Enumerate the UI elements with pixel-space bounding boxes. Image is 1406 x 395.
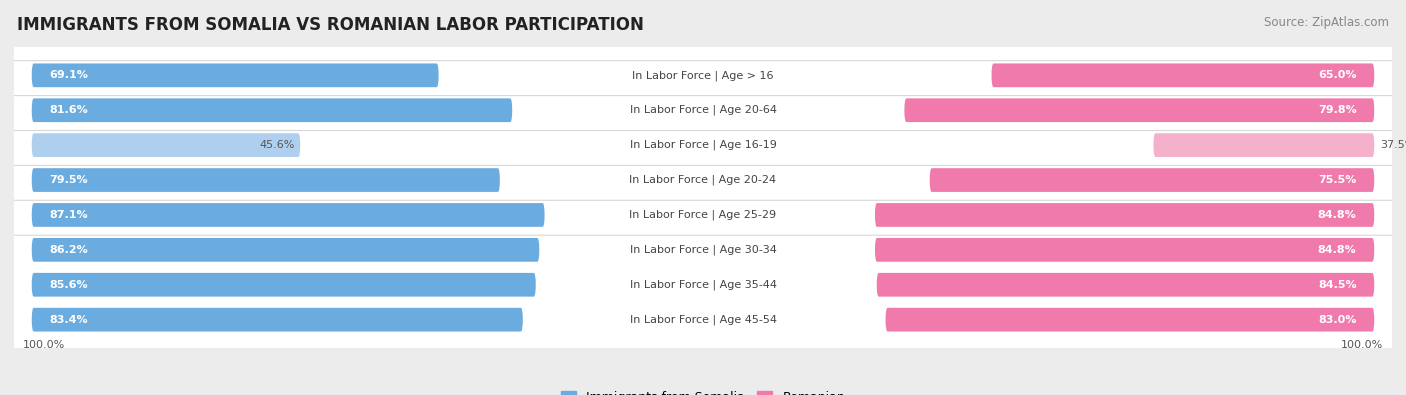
FancyBboxPatch shape (877, 273, 1374, 297)
Text: 84.8%: 84.8% (1317, 210, 1357, 220)
FancyBboxPatch shape (11, 0, 1395, 160)
FancyBboxPatch shape (11, 235, 1395, 395)
Text: 45.6%: 45.6% (259, 140, 294, 150)
FancyBboxPatch shape (620, 238, 786, 262)
Text: 100.0%: 100.0% (22, 340, 65, 350)
Text: In Labor Force | Age 35-44: In Labor Force | Age 35-44 (630, 280, 776, 290)
Legend: Immigrants from Somalia, Romanian: Immigrants from Somalia, Romanian (557, 387, 849, 395)
FancyBboxPatch shape (32, 64, 439, 87)
Text: 84.5%: 84.5% (1317, 280, 1357, 290)
FancyBboxPatch shape (620, 133, 786, 157)
Text: 69.1%: 69.1% (49, 70, 89, 80)
Text: 37.5%: 37.5% (1381, 140, 1406, 150)
FancyBboxPatch shape (875, 238, 1374, 262)
FancyBboxPatch shape (929, 168, 1374, 192)
FancyBboxPatch shape (32, 203, 544, 227)
FancyBboxPatch shape (11, 200, 1395, 369)
FancyBboxPatch shape (32, 308, 523, 331)
FancyBboxPatch shape (11, 130, 1395, 299)
FancyBboxPatch shape (32, 98, 512, 122)
FancyBboxPatch shape (620, 64, 786, 87)
FancyBboxPatch shape (620, 273, 786, 297)
FancyBboxPatch shape (620, 203, 786, 227)
Text: In Labor Force | Age 25-29: In Labor Force | Age 25-29 (630, 210, 776, 220)
FancyBboxPatch shape (32, 133, 301, 157)
Text: 79.8%: 79.8% (1317, 105, 1357, 115)
Text: 84.8%: 84.8% (1317, 245, 1357, 255)
Text: 79.5%: 79.5% (49, 175, 89, 185)
Text: IMMIGRANTS FROM SOMALIA VS ROMANIAN LABOR PARTICIPATION: IMMIGRANTS FROM SOMALIA VS ROMANIAN LABO… (17, 16, 644, 34)
FancyBboxPatch shape (32, 238, 540, 262)
Text: 86.2%: 86.2% (49, 245, 89, 255)
Text: In Labor Force | Age 20-24: In Labor Force | Age 20-24 (630, 175, 776, 185)
FancyBboxPatch shape (620, 98, 786, 122)
FancyBboxPatch shape (32, 273, 536, 297)
Text: In Labor Force | Age > 16: In Labor Force | Age > 16 (633, 70, 773, 81)
FancyBboxPatch shape (904, 98, 1374, 122)
Text: 81.6%: 81.6% (49, 105, 89, 115)
FancyBboxPatch shape (11, 96, 1395, 265)
Text: 87.1%: 87.1% (49, 210, 89, 220)
FancyBboxPatch shape (875, 203, 1374, 227)
Text: In Labor Force | Age 30-34: In Labor Force | Age 30-34 (630, 245, 776, 255)
FancyBboxPatch shape (620, 168, 786, 192)
FancyBboxPatch shape (991, 64, 1374, 87)
Text: 83.0%: 83.0% (1319, 315, 1357, 325)
FancyBboxPatch shape (11, 61, 1395, 229)
Text: In Labor Force | Age 45-54: In Labor Force | Age 45-54 (630, 314, 776, 325)
Text: In Labor Force | Age 20-64: In Labor Force | Age 20-64 (630, 105, 776, 115)
FancyBboxPatch shape (620, 308, 786, 331)
FancyBboxPatch shape (32, 168, 501, 192)
Text: Source: ZipAtlas.com: Source: ZipAtlas.com (1264, 16, 1389, 29)
FancyBboxPatch shape (886, 308, 1374, 331)
FancyBboxPatch shape (11, 26, 1395, 195)
Text: 65.0%: 65.0% (1317, 70, 1357, 80)
Text: 100.0%: 100.0% (1341, 340, 1384, 350)
FancyBboxPatch shape (11, 166, 1395, 334)
Text: 83.4%: 83.4% (49, 315, 89, 325)
Text: In Labor Force | Age 16-19: In Labor Force | Age 16-19 (630, 140, 776, 150)
Text: 75.5%: 75.5% (1319, 175, 1357, 185)
FancyBboxPatch shape (1153, 133, 1374, 157)
Text: 85.6%: 85.6% (49, 280, 89, 290)
